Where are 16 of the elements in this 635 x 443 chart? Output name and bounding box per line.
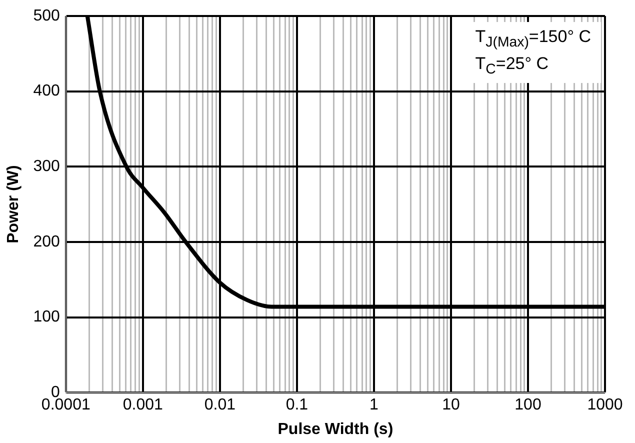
x-tick-label: 100: [514, 396, 542, 414]
annotation: T$_{J(Max)}$=150° C: [475, 26, 591, 52]
y-tick-label: 200: [33, 233, 60, 250]
x-tick-label: 0.01: [204, 396, 236, 414]
y-tick-label: 100: [33, 308, 60, 326]
y-tick-label: 500: [33, 7, 60, 24]
x-tick-label: 0.001: [122, 396, 164, 414]
y-axis-title: Power (W): [5, 165, 22, 244]
y-tick-label: 400: [33, 82, 60, 100]
x-tick-label: 1000: [587, 396, 623, 414]
annotation: T$_{C}$=25° C: [475, 53, 550, 80]
y-tick-label: 300: [33, 158, 60, 176]
x-tick-label: 10: [442, 396, 460, 414]
x-tick-label: 0.1: [286, 396, 308, 414]
x-tick-label: 1: [370, 396, 378, 414]
x-axis-title: Pulse Width (s): [278, 420, 394, 438]
